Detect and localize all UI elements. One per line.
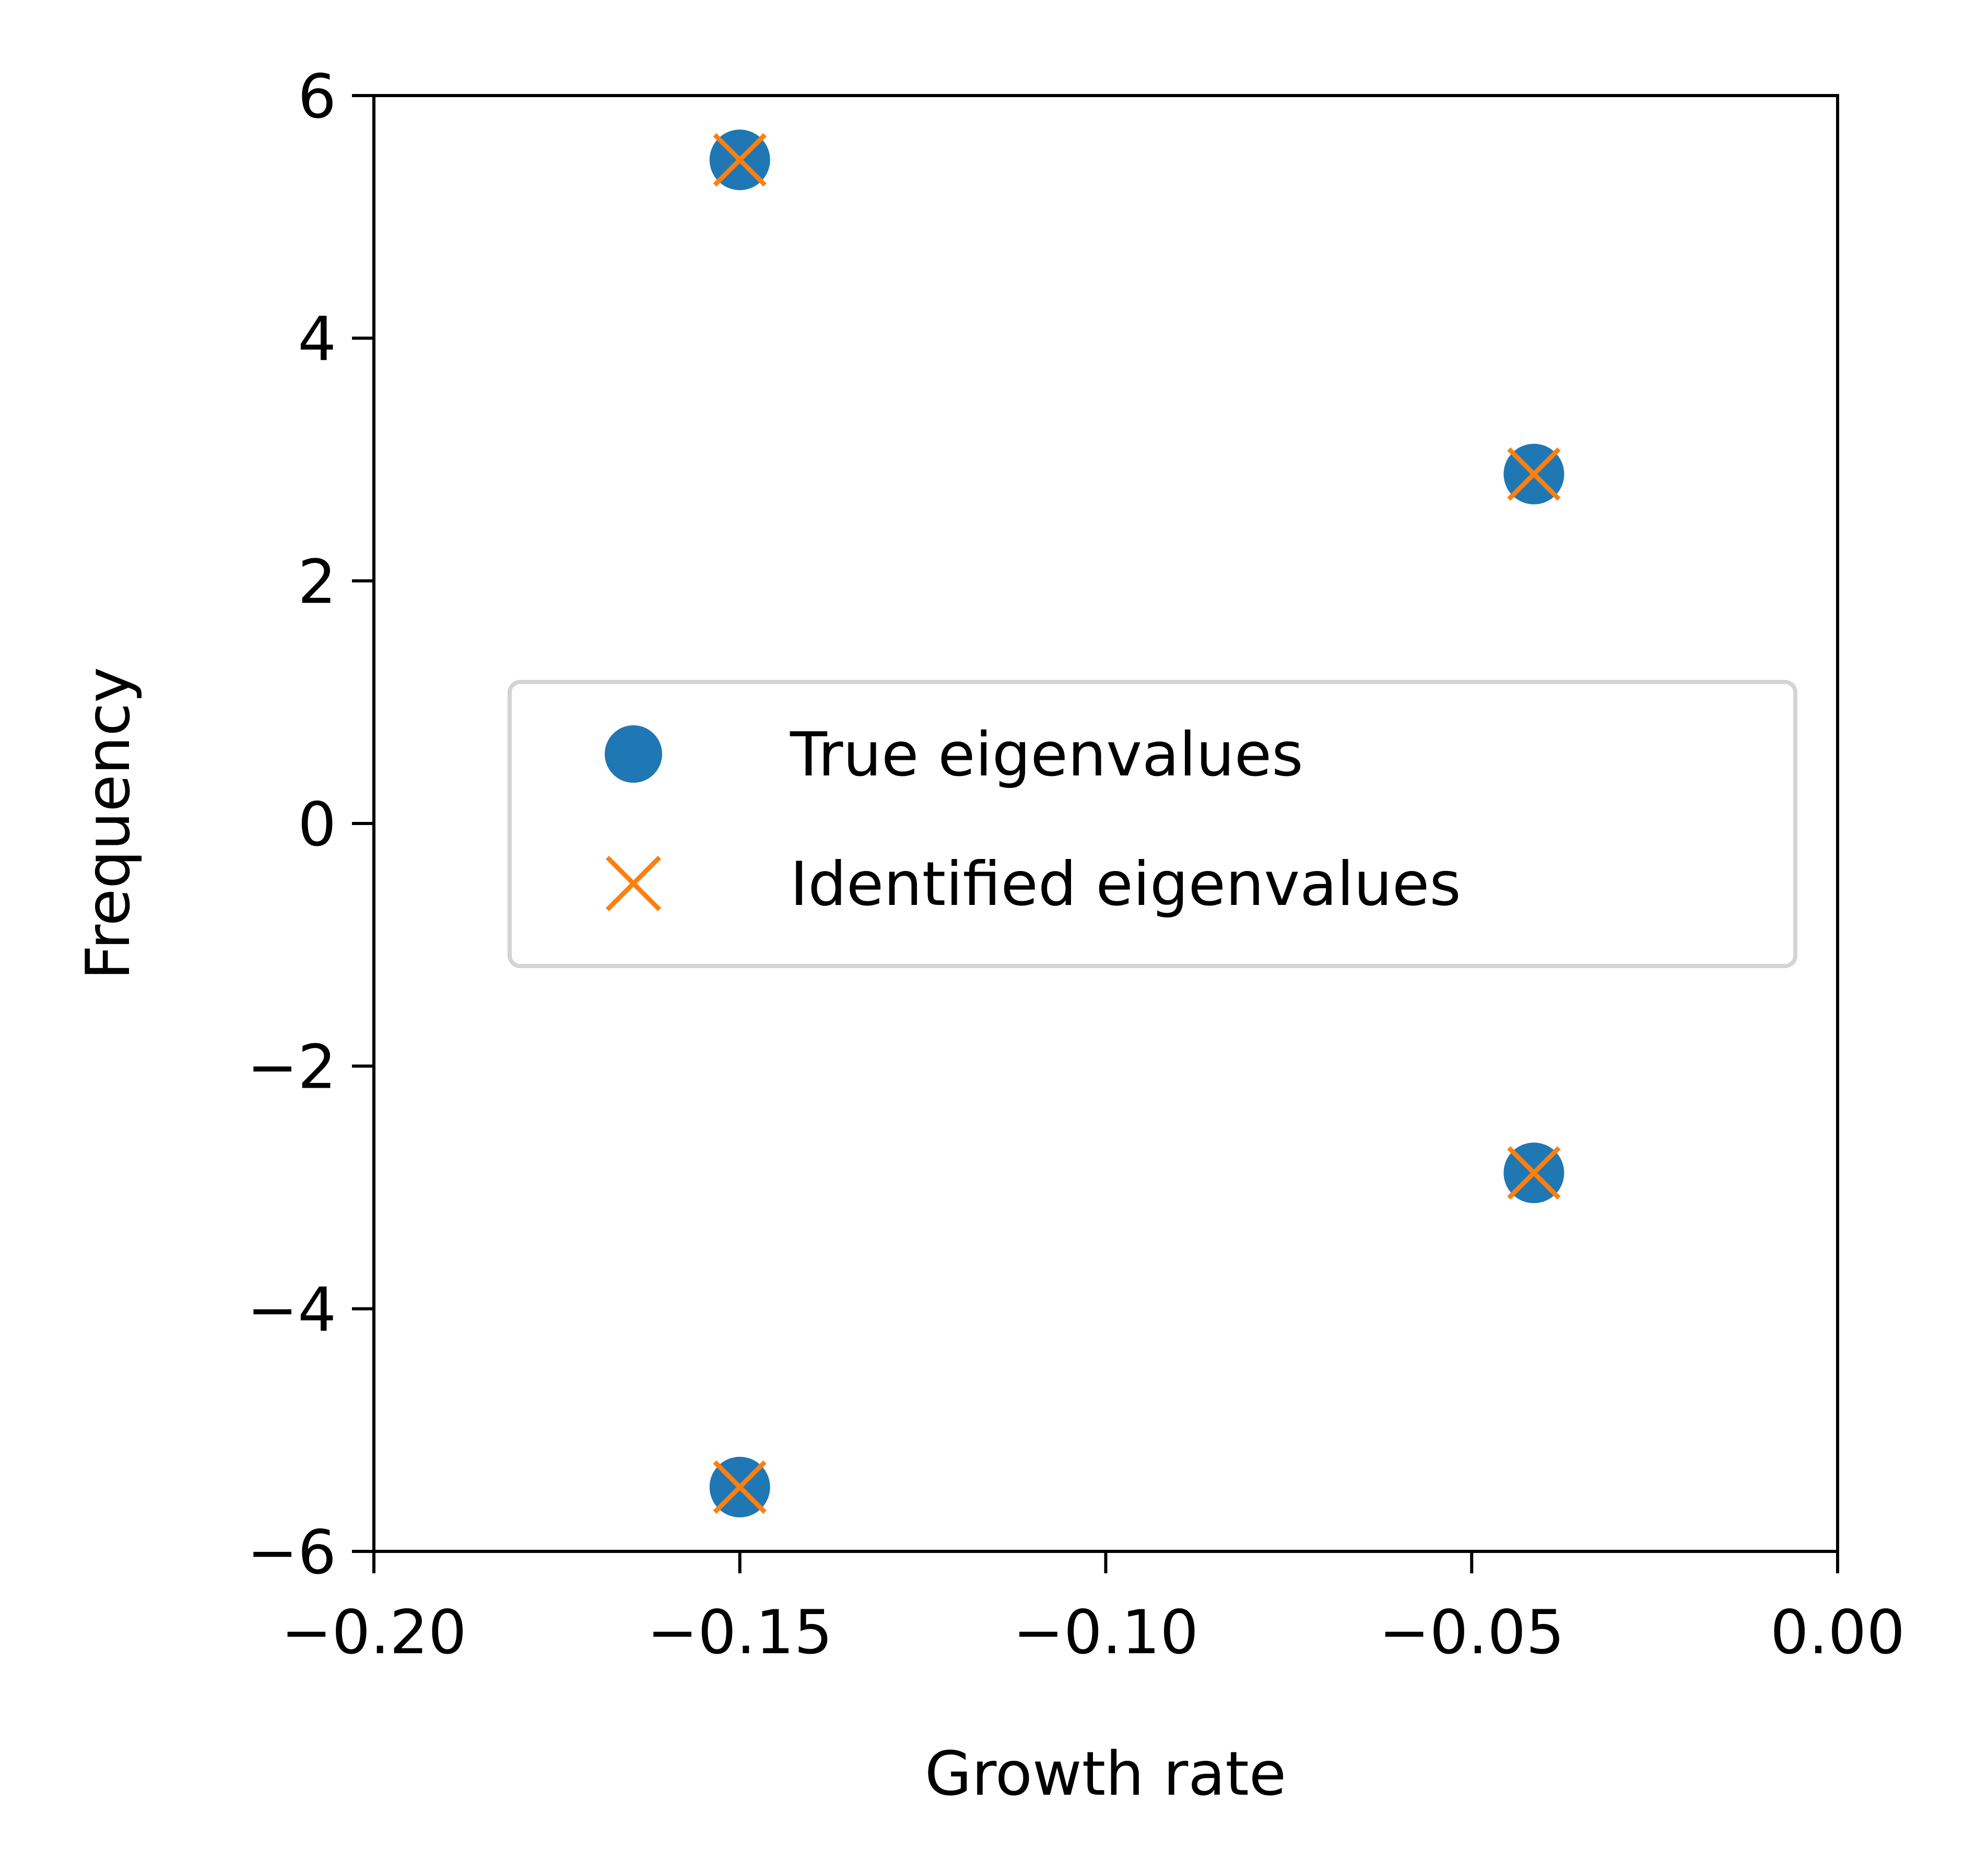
y-tick-label: 4 xyxy=(298,304,336,375)
legend: True eigenvalues Identified eigenvalues xyxy=(508,680,1797,968)
x-tick-label: −0.05 xyxy=(1379,1597,1564,1668)
y-tick-label: 2 xyxy=(298,547,336,617)
x-tick-label: 0.00 xyxy=(1770,1597,1905,1668)
legend-x-marker xyxy=(605,855,662,912)
y-tick-label: 0 xyxy=(298,790,336,860)
y-axis-label: Frequency xyxy=(73,667,144,980)
identified-eigenvalue-point xyxy=(1507,1146,1561,1200)
y-tick-label: −2 xyxy=(247,1032,336,1103)
x-tick-label: −0.20 xyxy=(281,1597,466,1668)
identified-eigenvalue-point xyxy=(713,133,767,187)
legend-box xyxy=(508,680,1797,968)
identified-eigenvalue-point xyxy=(1507,447,1561,501)
y-axis-ticks: 6 4 2 0 −2 −4 −6 xyxy=(247,62,374,1588)
legend-label-true: True eigenvalues xyxy=(790,720,1303,790)
identified-eigenvalue-point xyxy=(713,1460,767,1514)
legend-circle-marker xyxy=(605,725,662,783)
x-tick-label: −0.15 xyxy=(647,1597,832,1668)
x-axis-ticks: −0.20 −0.15 −0.10 −0.05 0.00 xyxy=(281,1551,1905,1668)
x-tick-label: −0.10 xyxy=(1013,1597,1198,1668)
legend-label-identified: Identified eigenvalues xyxy=(790,849,1461,920)
y-tick-label: −6 xyxy=(247,1517,336,1588)
y-tick-label: −4 xyxy=(247,1275,336,1345)
data-points xyxy=(709,129,1564,1517)
y-tick-label: 6 xyxy=(298,62,336,132)
x-axis-label: Growth rate xyxy=(925,1739,1286,1809)
